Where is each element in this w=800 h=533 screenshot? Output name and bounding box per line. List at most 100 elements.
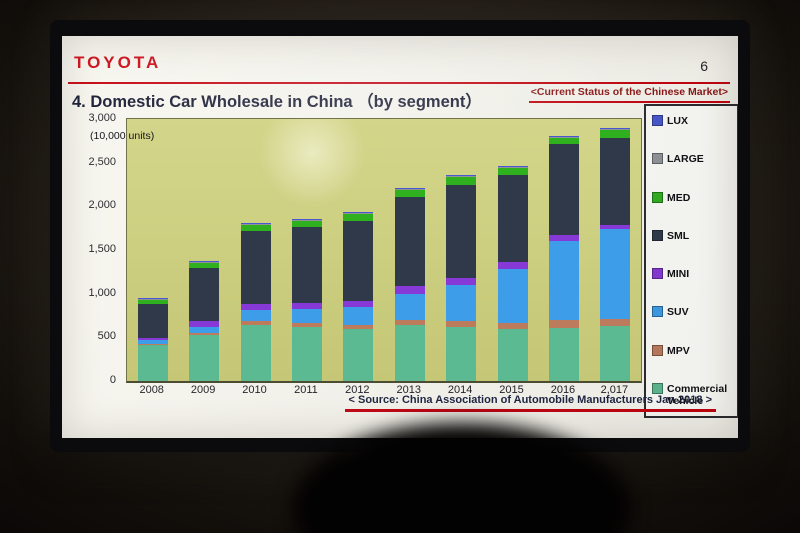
legend-swatch-large: [652, 153, 663, 165]
segment-med: [394, 190, 425, 198]
segment-commercial-vehicle: [240, 325, 271, 381]
segment-mini: [497, 262, 528, 270]
legend-item-commercial-vehicle: Commercial Vehicle: [652, 382, 732, 407]
legend-swatch-med: [652, 191, 663, 203]
segment-med: [600, 130, 631, 138]
stacked-bar: [137, 119, 168, 381]
segment-med: [343, 213, 374, 221]
segment-commercial-vehicle: [600, 326, 631, 381]
slide-title: 4. Domestic Car Wholesale in China （by s…: [72, 93, 482, 111]
x-tick-label: 2015: [499, 384, 524, 396]
y-tick-label: 2,500: [88, 155, 116, 168]
segment-commercial-vehicle: [446, 326, 477, 381]
stacked-bar: [291, 119, 322, 381]
bar-2016: [538, 119, 589, 381]
legend-item-suv: SUV: [652, 306, 732, 318]
segment-suv: [343, 307, 374, 325]
x-tick-label: 2009: [190, 384, 216, 396]
stacked-bar: [446, 119, 477, 381]
x-tick-label: 2011: [294, 384, 318, 396]
legend-item-mpv: MPV: [652, 344, 732, 357]
segment-sml: [291, 227, 322, 304]
bar-2013: [384, 119, 435, 381]
legend-label: Commercial Vehicle: [667, 382, 728, 407]
bar-2017: [590, 119, 641, 381]
stacked-bar: [394, 119, 425, 381]
segment-suv: [291, 308, 322, 323]
legend-item-sml: SML: [652, 229, 732, 242]
segment-suv: [497, 269, 528, 324]
segment-suv: [600, 229, 631, 319]
x-tick-label: 2010: [242, 384, 267, 396]
segment-sml: [600, 137, 631, 226]
legend-label: LARGE: [667, 153, 704, 166]
presentation-slide: TOYOTA 6 4. Domestic Car Wholesale in Ch…: [62, 36, 738, 438]
stacked-bar: [600, 119, 631, 381]
legend-item-large: LARGE: [652, 153, 732, 165]
legend-swatch-lux: [652, 115, 663, 126]
segment-sml: [137, 303, 168, 338]
segment-suv: [240, 309, 271, 322]
bar-2008: [127, 119, 178, 381]
page-number: 6: [700, 58, 708, 74]
segment-sml: [343, 220, 374, 301]
y-tick-label: 3,000: [88, 112, 116, 124]
plot-bars: [127, 119, 641, 381]
legend-label: MINI: [667, 268, 690, 281]
legend-swatch-commercial-vehicle: [652, 382, 663, 394]
toyota-logo: TOYOTA: [74, 53, 162, 72]
y-axis-labels: 3,000 2,500 2,000 1,500 1,000 500 0: [62, 112, 122, 386]
segment-commercial-vehicle: [394, 325, 425, 381]
x-tick-label: 2014: [447, 384, 473, 396]
segment-sml: [394, 197, 425, 286]
segment-commercial-vehicle: [497, 329, 528, 381]
stacked-bar: [343, 119, 374, 381]
bar-2012: [333, 119, 384, 381]
segment-med: [446, 177, 477, 185]
y-tick-label: 2,000: [88, 199, 116, 212]
plot-area: [126, 118, 642, 383]
segment-sml: [548, 144, 579, 236]
bar-2015: [487, 119, 538, 381]
segment-med: [548, 137, 579, 145]
segment-sml: [240, 231, 271, 305]
bar-2014: [435, 119, 486, 381]
segment-mini: [394, 285, 425, 294]
y-tick-label: 500: [97, 330, 116, 343]
bar-2011: [281, 119, 332, 381]
segment-sml: [446, 184, 477, 278]
legend-item-med: MED: [652, 191, 732, 204]
slide-subtitle: <Current Status of the Chinese Market>: [528, 86, 730, 103]
segment-mini: [446, 277, 477, 286]
header-rule: [68, 82, 730, 84]
segment-mpv: [548, 319, 579, 328]
y-tick-label: 0: [109, 374, 116, 386]
x-tick-label: 2,017: [600, 384, 629, 396]
segment-suv: [548, 240, 579, 320]
legend-item-mini: MINI: [652, 268, 732, 280]
x-axis-labels: 2008 2009 2010 2011 2012 2013 2014 2015 2016 2,01…: [126, 384, 640, 396]
segment-commercial-vehicle: [343, 329, 374, 381]
segment-mpv: [600, 319, 631, 327]
monitor: TOYOTA 6 4. Domestic Car Wholesale in Ch…: [50, 20, 750, 452]
bar-2009: [178, 119, 229, 381]
legend: LUX LARGE MED SML MINI SUV MPV Commercial Vehic…: [644, 104, 738, 418]
segment-sml: [497, 174, 528, 263]
segment-commercial-vehicle: [189, 334, 220, 381]
segment-commercial-vehicle: [137, 345, 168, 381]
legend-swatch-suv: [652, 306, 663, 318]
legend-label: MED: [667, 191, 691, 204]
legend-swatch-sml: [652, 229, 663, 241]
x-tick-label: 2016: [550, 384, 576, 396]
stacked-bar: [189, 119, 220, 381]
stacked-bar: [497, 119, 528, 381]
legend-swatch-mini: [652, 268, 663, 280]
segment-commercial-vehicle: [548, 327, 579, 381]
legend-label: LUX: [667, 115, 688, 127]
segment-suv: [394, 293, 425, 320]
x-tick-label: 2012: [345, 384, 370, 396]
stacked-bar: [548, 119, 579, 381]
x-tick-label: 2008: [139, 384, 164, 396]
legend-label: MPV: [667, 344, 690, 357]
